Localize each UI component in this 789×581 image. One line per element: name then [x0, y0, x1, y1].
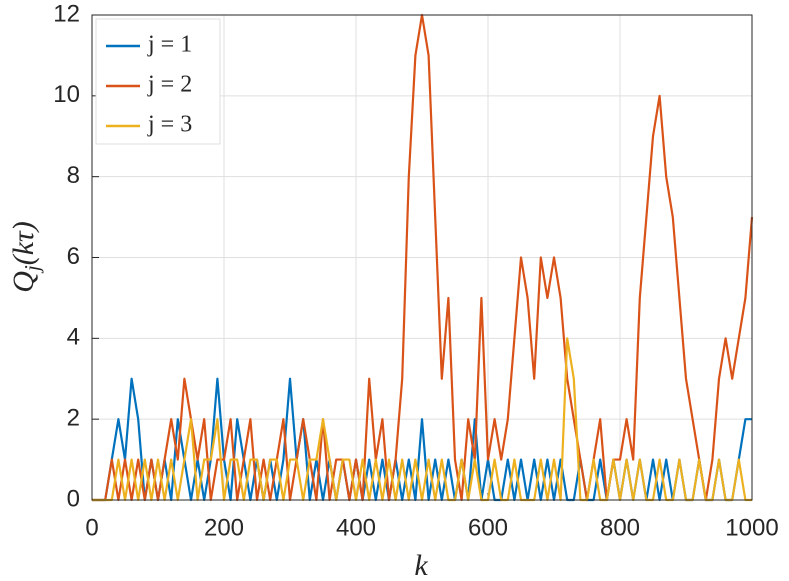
x-tick-label: 0: [85, 514, 98, 541]
x-tick-label: 400: [336, 514, 376, 541]
legend-box: [95, 18, 221, 145]
legend-label: j = 3: [147, 112, 192, 138]
y-tick-label: 12: [53, 0, 80, 27]
y-label-base: Q: [7, 271, 40, 293]
y-tick-label: 8: [67, 162, 80, 189]
y-tick-label: 6: [67, 243, 80, 270]
y-label-rest: (kτ): [7, 221, 40, 265]
series-line: [92, 377, 752, 502]
y-axis-label: Qj(kτ): [7, 221, 44, 293]
x-tick-label: 200: [204, 514, 244, 541]
x-axis-label: k: [414, 549, 428, 581]
y-tick-label: 2: [67, 405, 80, 432]
y-tick-label: 10: [53, 81, 80, 108]
x-tick-label: 1000: [725, 514, 778, 541]
legend: j = 1 j = 2 j = 3: [95, 18, 221, 145]
plot-frame: [91, 14, 753, 501]
x-tick-label: 800: [600, 514, 640, 541]
y-tick-label: 4: [67, 324, 80, 351]
y-tick-label: 0: [67, 485, 80, 512]
legend-label: j = 2: [147, 72, 192, 98]
x-tick-label: 600: [468, 514, 508, 541]
y-label-sub: j: [20, 265, 44, 274]
legend-label: j = 1: [147, 32, 192, 58]
